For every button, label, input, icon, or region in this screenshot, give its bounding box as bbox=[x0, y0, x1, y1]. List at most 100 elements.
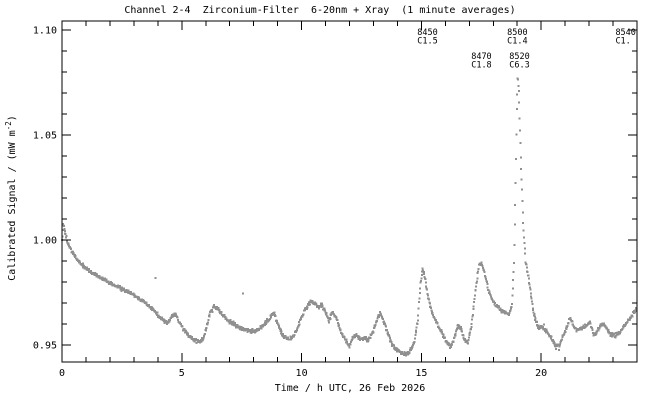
data-point bbox=[522, 229, 525, 232]
y-tick-label: 1.05 bbox=[33, 131, 57, 142]
data-point bbox=[567, 322, 570, 324]
data-point bbox=[489, 295, 492, 298]
data-point bbox=[595, 332, 598, 335]
data-point bbox=[458, 325, 461, 328]
data-point bbox=[243, 329, 246, 332]
data-point bbox=[317, 305, 320, 308]
data-point bbox=[513, 223, 516, 226]
data-point bbox=[430, 307, 432, 310]
data-point bbox=[634, 311, 636, 314]
data-point bbox=[358, 336, 361, 339]
data-point bbox=[104, 277, 107, 280]
data-point bbox=[514, 203, 517, 206]
data-point bbox=[324, 309, 327, 312]
data-point bbox=[308, 300, 311, 303]
data-point bbox=[229, 319, 232, 322]
data-point bbox=[532, 309, 535, 312]
data-point bbox=[207, 321, 210, 324]
data-point bbox=[513, 243, 516, 246]
data-point bbox=[206, 323, 209, 326]
data-point bbox=[552, 338, 555, 341]
data-point bbox=[394, 349, 397, 351]
data-point bbox=[213, 303, 216, 306]
data-point bbox=[203, 335, 206, 338]
data-point bbox=[590, 327, 593, 329]
data-point bbox=[533, 315, 536, 318]
data-point bbox=[162, 318, 165, 321]
data-point bbox=[150, 308, 152, 311]
data-point bbox=[467, 342, 470, 345]
data-point bbox=[515, 108, 518, 111]
data-point bbox=[477, 270, 480, 273]
data-point bbox=[616, 333, 618, 335]
data-point bbox=[414, 337, 416, 340]
data-point bbox=[472, 308, 475, 311]
x-tick-label: 15 bbox=[415, 368, 427, 379]
data-point bbox=[500, 311, 503, 314]
data-point bbox=[416, 319, 419, 322]
data-point bbox=[418, 301, 420, 303]
x-tick-label: 0 bbox=[59, 368, 65, 379]
data-point bbox=[399, 351, 402, 353]
data-point bbox=[618, 330, 620, 333]
data-point bbox=[509, 307, 512, 310]
data-point bbox=[297, 325, 300, 328]
data-point bbox=[320, 302, 323, 305]
data-point bbox=[442, 333, 445, 336]
data-point bbox=[436, 321, 439, 324]
flare-class: C1.4 bbox=[507, 37, 527, 47]
data-point bbox=[259, 325, 262, 328]
data-point bbox=[622, 326, 625, 329]
flare-class: C1.5 bbox=[417, 37, 437, 47]
data-point bbox=[614, 336, 617, 339]
data-point bbox=[192, 339, 195, 342]
data-point bbox=[364, 336, 367, 339]
data-point bbox=[485, 278, 488, 280]
data-point bbox=[374, 321, 377, 324]
data-point bbox=[418, 292, 421, 295]
data-point bbox=[234, 323, 237, 326]
data-point bbox=[326, 315, 329, 318]
data-point bbox=[421, 267, 424, 270]
data-point bbox=[87, 268, 90, 271]
data-point bbox=[291, 336, 294, 339]
data-point bbox=[420, 277, 423, 280]
data-point bbox=[81, 262, 84, 265]
data-point bbox=[428, 298, 430, 301]
data-point bbox=[493, 300, 495, 303]
data-point bbox=[461, 330, 464, 333]
data-point bbox=[307, 304, 310, 307]
data-point bbox=[580, 328, 583, 331]
data-point bbox=[110, 283, 113, 286]
data-point bbox=[118, 286, 121, 289]
data-point bbox=[122, 287, 125, 290]
data-point bbox=[79, 261, 81, 264]
data-point bbox=[374, 325, 377, 328]
data-point bbox=[634, 310, 637, 312]
data-point bbox=[140, 298, 143, 301]
data-points bbox=[61, 77, 638, 357]
data-point bbox=[296, 329, 299, 332]
flare-event-number: 8540 bbox=[615, 28, 635, 38]
data-point bbox=[384, 325, 387, 328]
data-point bbox=[275, 319, 278, 322]
data-point bbox=[200, 337, 203, 340]
data-point bbox=[508, 312, 511, 315]
data-point bbox=[572, 324, 575, 327]
data-point bbox=[430, 310, 433, 313]
data-point bbox=[170, 316, 172, 319]
data-point bbox=[290, 338, 293, 341]
data-point bbox=[77, 261, 80, 264]
data-point bbox=[521, 211, 524, 214]
data-point bbox=[534, 317, 537, 320]
data-point bbox=[470, 322, 473, 325]
data-point bbox=[575, 330, 578, 333]
data-point bbox=[374, 323, 377, 326]
data-point bbox=[263, 321, 266, 324]
data-point bbox=[604, 325, 607, 328]
data-point bbox=[489, 292, 492, 295]
data-point bbox=[138, 297, 141, 300]
data-point bbox=[426, 294, 429, 297]
data-point bbox=[264, 320, 267, 323]
